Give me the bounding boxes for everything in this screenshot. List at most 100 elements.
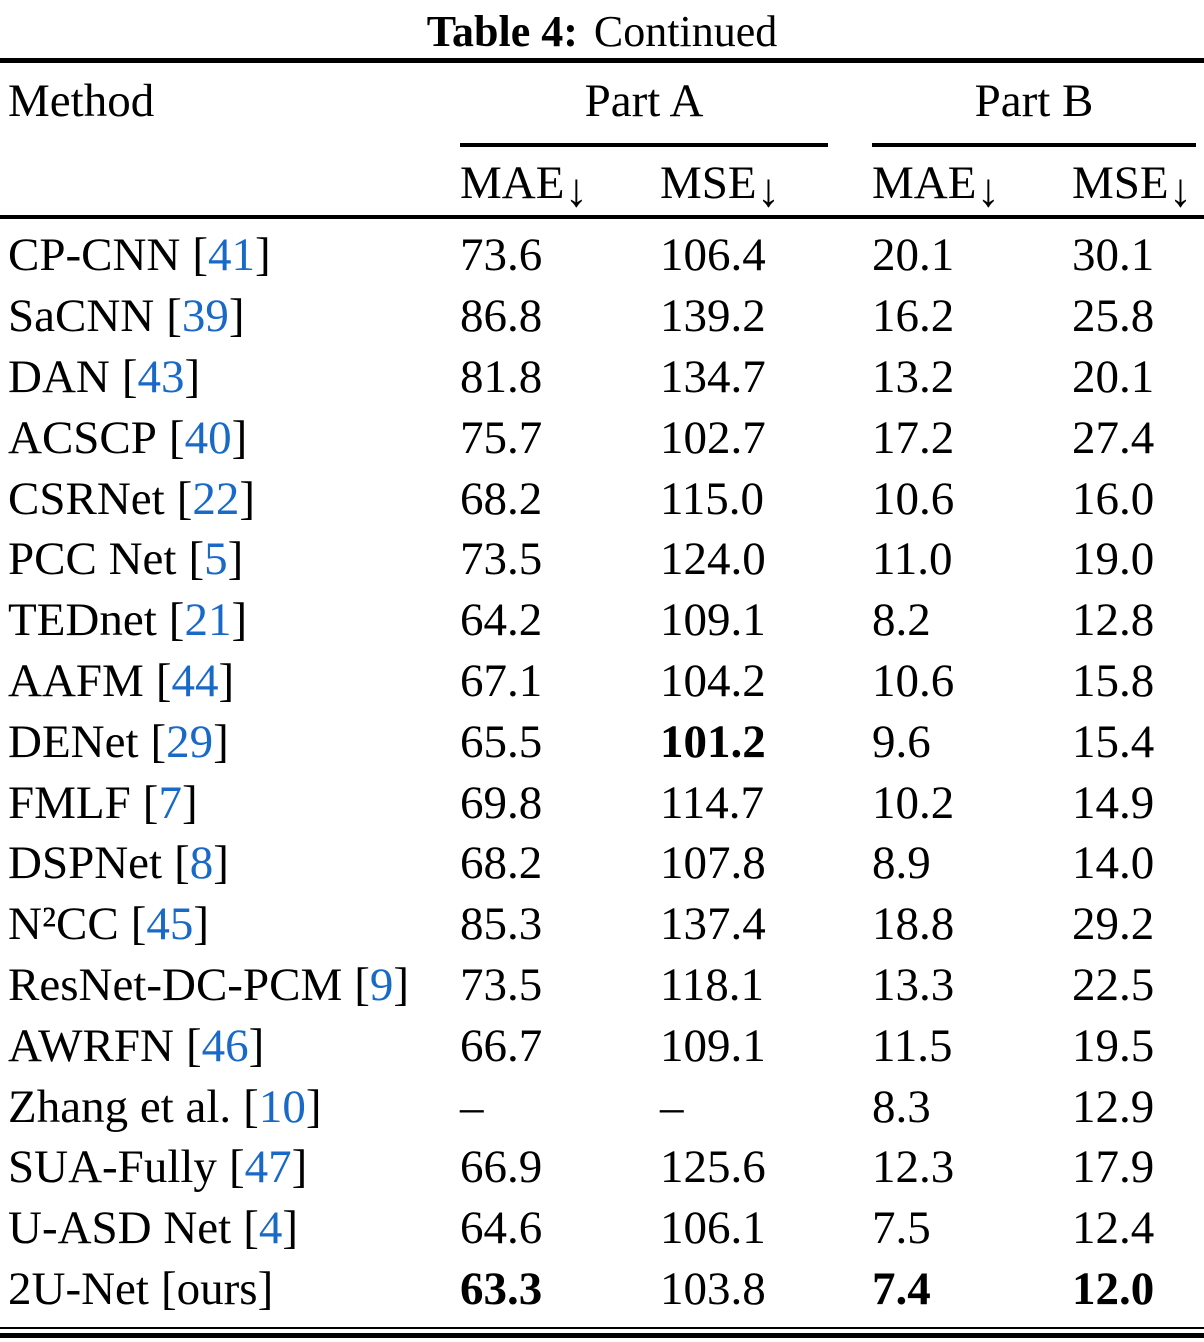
citation-bracket-close: ] [193, 898, 210, 951]
citation-bracket-close: ] [257, 1262, 274, 1315]
citation-bracket-close: ] [231, 594, 248, 647]
citation-link[interactable]: 22 [192, 472, 240, 525]
citation-bracket-open: [ [243, 1080, 259, 1133]
table-top-rule [0, 58, 1204, 63]
value-cell-part-a-mae: 67.1 [460, 654, 543, 707]
column-header-mse-b: MSE↓ [1072, 157, 1193, 217]
citation-bracket-open: [ [192, 229, 209, 282]
value-cell-part-b-mae: 18.8 [872, 898, 955, 951]
method-name: N²CC [8, 898, 119, 951]
citation-link[interactable]: 44 [171, 654, 219, 707]
citation-link[interactable]: 46 [201, 1019, 249, 1072]
citation-link[interactable]: 41 [208, 229, 256, 282]
method-cell: N²CC [45] [0, 897, 460, 951]
value-cell-part-a-mae: 73.5 [460, 958, 543, 1011]
citation-bracket-open: [ [155, 654, 172, 707]
method-name: DSPNet [8, 837, 163, 890]
column-header-mae-a: MAE↓ [460, 157, 588, 217]
citation-bracket-close: ] [255, 229, 271, 282]
citation-link[interactable]: 9 [369, 958, 394, 1011]
citation-bracket-open: [ [121, 350, 138, 403]
citation-bracket-open: [ [228, 1141, 245, 1194]
value-cell-part-b-mse: 19.0 [1072, 533, 1155, 586]
citation-bracket-close: ] [228, 290, 245, 343]
value-cell-part-b-mae: 16.2 [872, 290, 955, 343]
value-cell-part-a-mse: 102.7 [660, 411, 766, 464]
value-cell-part-b-mae: 11.5 [872, 1019, 953, 1072]
value-cell-part-a-mse: 115.0 [660, 472, 765, 525]
down-arrow-icon: ↓ [1168, 165, 1193, 217]
citation-bracket-close: ] [282, 1202, 299, 1255]
table-row: TEDnet [21] 64.2 109.1 8.2 12.8 [0, 590, 1204, 651]
method-cell: DSPNet [8] [0, 836, 460, 890]
value-cell-part-b-mse: 12.9 [1072, 1080, 1155, 1133]
citation-bracket-open: [ [160, 1262, 177, 1315]
method-name: CSRNet [8, 472, 165, 525]
citation-link[interactable]: 10 [258, 1080, 306, 1133]
citation-bracket-close: ] [218, 654, 235, 707]
citation-bracket-open: [ [166, 290, 182, 343]
table-row: FMLF [7] 69.8 114.7 10.2 14.9 [0, 772, 1204, 833]
value-cell-part-a-mae: 69.8 [460, 776, 543, 829]
citation-link[interactable]: 4 [258, 1202, 283, 1255]
method-name: AWRFN [8, 1019, 174, 1072]
value-cell-part-b-mae: 9.6 [872, 715, 931, 768]
method-name: CP-CNN [8, 229, 181, 282]
citation-link[interactable]: 29 [166, 715, 214, 768]
table-row: AWRFN [46] 66.7 109.1 11.5 19.5 [0, 1015, 1204, 1076]
value-cell-part-b-mse: 30.1 [1072, 229, 1155, 282]
value-cell-part-b-mse: 16.0 [1072, 472, 1155, 525]
citation-link[interactable]: 43 [137, 350, 185, 403]
part-b-underline-rule [872, 139, 1196, 147]
down-arrow-icon: ↓ [976, 165, 1000, 217]
citation-bracket-close: ] [239, 472, 256, 525]
value-cell-part-b-mae: 8.2 [872, 594, 931, 647]
citation-bracket-open: [ [168, 594, 185, 647]
value-cell-part-b-mse: 14.9 [1072, 776, 1155, 829]
value-cell-part-b-mse: 22.5 [1072, 958, 1155, 1011]
value-cell-part-b-mae: 8.3 [872, 1080, 931, 1133]
method-cell: DAN [43] [0, 350, 460, 404]
citation-link[interactable]: 45 [146, 898, 194, 951]
citation-link[interactable]: 40 [184, 411, 232, 464]
method-cell: SUA-Fully [47] [0, 1140, 460, 1194]
method-name: PCC Net [8, 533, 177, 586]
method-name: U-ASD Net [8, 1202, 232, 1255]
method-cell: AAFM [44] [0, 654, 460, 708]
value-cell-part-a-mae: 65.5 [460, 715, 543, 768]
table-row: CSRNet [22] 68.2 115.0 10.6 16.0 [0, 468, 1204, 529]
value-cell-part-b-mse: 12.4 [1072, 1202, 1155, 1255]
citation-link[interactable]: 47 [244, 1141, 292, 1194]
value-cell-part-a-mae: 68.2 [460, 837, 543, 890]
method-cell: AWRFN [46] [0, 1019, 460, 1073]
citation-link[interactable]: 8 [189, 837, 214, 890]
value-cell-part-a-mse: 103.8 [660, 1262, 766, 1315]
method-name: AAFM [8, 654, 144, 707]
method-cell: ACSCP [40] [0, 411, 460, 465]
citation-link[interactable]: 5 [204, 533, 228, 586]
table-caption: Table 4: Continued [0, 0, 1204, 58]
citation-bracket-close: ] [291, 1141, 308, 1194]
method-name: FMLF [8, 776, 131, 829]
method-cell: Zhang et al. [10] [0, 1080, 460, 1134]
value-cell-part-b-mse: 12.8 [1072, 594, 1155, 647]
citation-link[interactable]: 7 [158, 776, 182, 829]
value-cell-part-b-mse: 19.5 [1072, 1019, 1155, 1072]
citation-bracket-close: ] [184, 350, 201, 403]
table-row: DSPNet [8] 68.2 107.8 8.9 14.0 [0, 833, 1204, 894]
table-row: ResNet-DC-PCM [9] 73.5 118.1 13.3 22.5 [0, 955, 1204, 1016]
method-name: Zhang et al. [8, 1080, 232, 1133]
value-cell-part-b-mae: 7.4 [872, 1262, 931, 1315]
table-row: ACSCP [40] 75.7 102.7 17.2 27.4 [0, 407, 1204, 468]
value-cell-part-a-mae: 66.7 [460, 1019, 543, 1072]
value-cell-part-a-mse: 107.8 [660, 837, 766, 890]
citation-link[interactable]: 39 [181, 290, 229, 343]
citation-link[interactable]: 21 [184, 594, 232, 647]
table-row: AAFM [44] 67.1 104.2 10.6 15.8 [0, 651, 1204, 712]
value-cell-part-a-mae: – [460, 1080, 484, 1133]
value-cell-part-b-mse: 27.4 [1072, 411, 1155, 464]
header-bottom-rule [0, 215, 1204, 219]
method-name: 2U-Net [8, 1262, 149, 1315]
citation-bracket-open: [ [243, 1202, 259, 1255]
citation-bracket-open: [ [174, 837, 190, 890]
